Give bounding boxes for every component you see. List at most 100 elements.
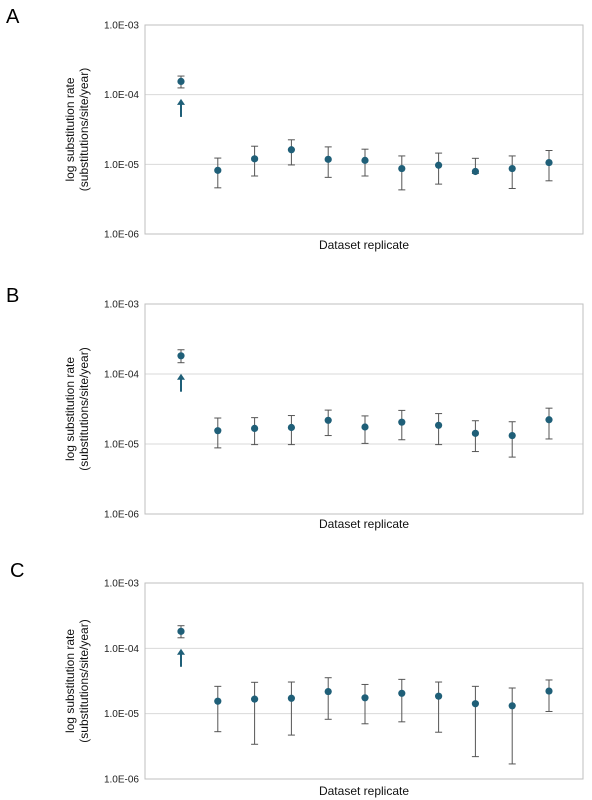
y-tick-label: 1.0E-04 bbox=[104, 90, 139, 101]
data-point-group bbox=[251, 145, 259, 177]
chart-svg: 1.0E-03 1.0E-04 1.0E-05 1.0E-06 log substitu… bbox=[63, 21, 584, 252]
y-tick-label: 1.0E-06 bbox=[104, 510, 139, 521]
data-point-group bbox=[361, 148, 369, 177]
data-point bbox=[361, 423, 369, 431]
data-point-group bbox=[287, 415, 295, 446]
y-tick-label: 1.0E-04 bbox=[104, 370, 139, 381]
data-point-group bbox=[177, 75, 185, 89]
data-point-group bbox=[435, 152, 443, 185]
data-point-group bbox=[545, 679, 553, 712]
data-point bbox=[324, 416, 332, 424]
data-point bbox=[214, 166, 222, 174]
data-point-group bbox=[287, 681, 295, 736]
data-point bbox=[471, 429, 479, 437]
data-point bbox=[214, 427, 222, 435]
x-axis-title: Dataset replicate bbox=[319, 238, 409, 252]
chart-svg: 1.0E-03 1.0E-04 1.0E-05 1.0E-06 log substitu… bbox=[63, 579, 584, 798]
data-point bbox=[324, 155, 332, 163]
arrow-icon bbox=[177, 373, 185, 392]
data-point bbox=[545, 416, 553, 424]
data-point-group bbox=[545, 149, 553, 182]
y-tick-label: 1.0E-04 bbox=[104, 644, 139, 655]
data-point bbox=[545, 687, 553, 695]
chart-svg: 1.0E-03 1.0E-04 1.0E-05 1.0E-06 log substitu… bbox=[63, 300, 584, 531]
y-tick-label: 1.0E-03 bbox=[104, 21, 139, 32]
arrow-icon bbox=[177, 648, 185, 667]
data-point-group bbox=[508, 687, 516, 765]
data-point-group bbox=[324, 409, 332, 437]
data-point bbox=[398, 418, 406, 426]
data-point-group bbox=[435, 413, 443, 446]
data-point-group bbox=[361, 415, 369, 444]
chart-panel-b: B 1.0E-03 1.0E-04 1.0E-05 1.0E-06 log substi… bbox=[0, 279, 592, 547]
arrow-head bbox=[177, 373, 185, 380]
data-point-group bbox=[398, 409, 406, 441]
data-point-group bbox=[287, 139, 295, 166]
data-point-group bbox=[177, 349, 185, 364]
data-point bbox=[251, 695, 259, 703]
plot-frame bbox=[144, 582, 584, 780]
data-point-group bbox=[251, 681, 259, 745]
panel-label: B bbox=[6, 285, 20, 307]
data-point-group bbox=[398, 678, 406, 723]
data-point bbox=[251, 424, 259, 433]
chart-panel-a: A 1.0E-03 1.0E-04 1.0E-05 1.0E-06 log substi… bbox=[0, 0, 592, 268]
data-point bbox=[398, 689, 406, 697]
data-point bbox=[508, 431, 516, 440]
x-axis-title: Dataset replicate bbox=[319, 784, 409, 798]
data-point-group bbox=[324, 146, 332, 178]
data-point-group bbox=[471, 420, 479, 453]
x-axis-title: Dataset replicate bbox=[319, 517, 409, 531]
y-tick-label: 1.0E-06 bbox=[104, 230, 139, 241]
data-point-group bbox=[361, 683, 369, 725]
data-point bbox=[177, 352, 185, 360]
panel-label: C bbox=[10, 560, 25, 582]
y-axis-title: log substitution rate bbox=[63, 629, 77, 733]
data-point-group bbox=[471, 157, 479, 176]
data-point-group bbox=[251, 417, 259, 446]
arrow-head bbox=[177, 648, 185, 655]
data-point bbox=[471, 167, 479, 176]
data-point bbox=[251, 155, 259, 163]
data-point bbox=[398, 164, 406, 173]
data-point bbox=[324, 687, 332, 696]
y-tick-label: 1.0E-05 bbox=[104, 440, 139, 451]
y-tick-label: 1.0E-03 bbox=[104, 300, 139, 311]
data-point-group bbox=[177, 625, 185, 639]
data-point bbox=[508, 702, 516, 710]
y-axis-title: (substitutions/site/year) bbox=[77, 68, 91, 191]
y-tick-label: 1.0E-06 bbox=[104, 775, 139, 786]
data-point-group bbox=[214, 157, 222, 189]
arrow-icon bbox=[177, 98, 185, 117]
data-point-group bbox=[471, 685, 479, 758]
plot-frame bbox=[144, 24, 584, 235]
data-point bbox=[214, 697, 222, 705]
y-axis-title: (substitutions/site/year) bbox=[77, 347, 91, 470]
data-point bbox=[287, 146, 295, 154]
data-point bbox=[471, 700, 479, 708]
data-point-group bbox=[508, 155, 516, 189]
plot-frame bbox=[144, 303, 584, 515]
data-point bbox=[177, 627, 185, 635]
data-point-group bbox=[435, 681, 443, 733]
data-point-group bbox=[214, 417, 222, 449]
data-point bbox=[361, 694, 369, 702]
data-point bbox=[435, 692, 443, 700]
y-tick-label: 1.0E-03 bbox=[104, 579, 139, 590]
y-axis-title: (substitutions/site/year) bbox=[77, 619, 91, 742]
y-axis-title: log substitution rate bbox=[63, 357, 77, 461]
data-point-group bbox=[398, 155, 406, 191]
data-point bbox=[508, 164, 516, 173]
data-point bbox=[177, 77, 185, 86]
y-tick-label: 1.0E-05 bbox=[104, 160, 139, 171]
data-point-group bbox=[508, 421, 516, 458]
data-point bbox=[287, 423, 295, 432]
arrow-head bbox=[177, 98, 185, 105]
y-tick-label: 1.0E-05 bbox=[104, 709, 139, 720]
data-point-group bbox=[545, 407, 553, 440]
y-axis-title: log substitution rate bbox=[63, 77, 77, 181]
data-point-group bbox=[324, 677, 332, 720]
chart-panel-c: C 1.0E-03 1.0E-04 1.0E-05 1.0E-06 log substi… bbox=[0, 560, 592, 800]
data-point-group bbox=[214, 685, 222, 733]
panel-label: A bbox=[6, 6, 20, 28]
